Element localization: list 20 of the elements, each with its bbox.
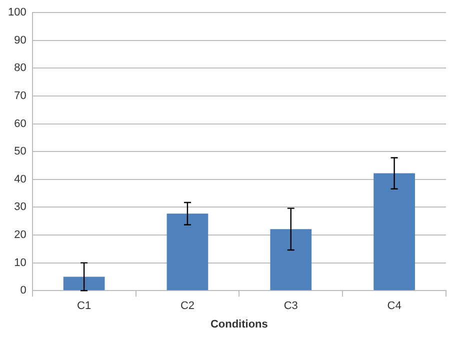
x-tick-label: C4 bbox=[387, 300, 402, 312]
x-tick-label: C1 bbox=[77, 300, 92, 312]
x-tick-label: C2 bbox=[180, 300, 194, 312]
bar bbox=[63, 276, 105, 290]
x-tick-label: C3 bbox=[284, 300, 298, 312]
y-tick-label: 0 bbox=[20, 284, 26, 297]
y-tick-label: 20 bbox=[14, 229, 26, 242]
y-tick-label: 90 bbox=[14, 34, 26, 46]
y-tick-label: 100 bbox=[8, 6, 26, 19]
bar bbox=[374, 173, 415, 290]
y-tick-label: 40 bbox=[14, 173, 26, 186]
y-tick-label: 10 bbox=[14, 256, 26, 269]
bar bbox=[270, 229, 312, 290]
y-tick-label: 60 bbox=[14, 118, 26, 130]
y-tick-label: 80 bbox=[14, 62, 26, 74]
y-tick-label: 30 bbox=[14, 201, 26, 214]
bar bbox=[166, 214, 208, 290]
y-tick-label: 50 bbox=[14, 146, 26, 158]
y-tick-label: 70 bbox=[14, 90, 26, 102]
x-axis-title: Conditions bbox=[210, 318, 268, 330]
